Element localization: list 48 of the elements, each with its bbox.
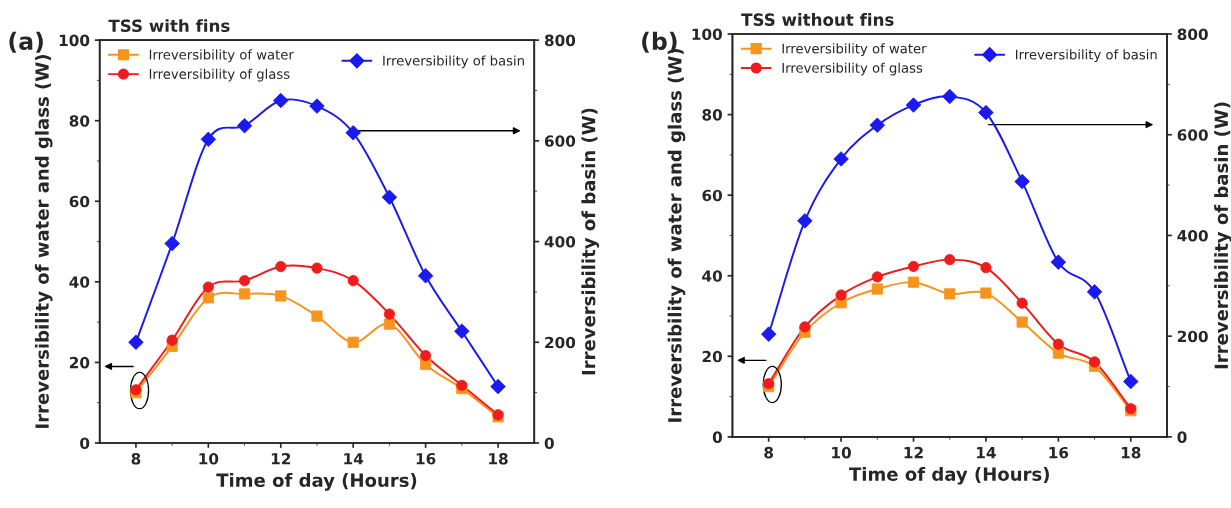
legend-label: Irreversibility of water [149,49,294,63]
x-tick-label: 18 [1121,446,1141,459]
y-tick-label: 0 [712,431,722,443]
y-tick-label: 0 [80,437,90,449]
x-tick-label: 12 [904,446,923,459]
legend-label: Irreversibility of glass [149,68,290,82]
y-tick-label: 60 [69,195,90,208]
y2-tick-label: 600 [1177,129,1208,141]
legend-label: Irreversibility of water [782,43,927,57]
x-tick-label: 14 [977,447,996,459]
y2-tick-label: 0 [544,437,554,449]
legend-label: Irreversibility of glass [782,62,923,76]
y-tick-label: 40 [702,270,722,282]
chart-title: TSS without fins [741,13,894,26]
x-tick-label: 8 [764,446,774,459]
y2-tick-label: 200 [545,336,576,349]
chart-title: TSS with fins [108,19,230,33]
x-tick-label: 14 [344,453,364,465]
y-tick-label: 60 [702,189,722,202]
text: (a) [9,31,43,53]
x-tick-label: 16 [1049,446,1069,459]
y-tick-label: 100 [59,34,90,47]
y-tick-label: 40 [69,276,90,288]
y2-tick-label: 600 [544,135,576,147]
x-tick-label: 10 [199,452,219,465]
x-tick-label: 16 [416,452,436,465]
y2-tick-label: 800 [544,34,576,47]
y-tick-label: 100 [692,28,722,41]
y2-tick-label: 400 [1177,229,1208,242]
x-axis-title: Time of day (Hours) [216,473,417,491]
y2-axis-title: Irreversibility of basin (W) [1214,102,1231,369]
y2-tick-label: 200 [1177,330,1208,343]
x-tick-label: 12 [271,452,291,465]
x-tick-label: 8 [131,452,141,465]
legend-label: Irreversibility of basin [1016,49,1157,63]
y-axis-title: Irreversibility of water and glass (W) [34,55,53,428]
x-axis-title: Time of day (Hours) [849,466,1049,485]
y-tick-label: 20 [69,356,90,369]
y-tick-label: 20 [702,350,722,363]
y-tick-label: 80 [702,109,722,121]
x-tick-label: 10 [832,446,851,459]
x-tick-label: 18 [489,452,508,465]
y2-tick-label: 400 [544,236,576,248]
legend-label: Irreversibility of basin [383,55,524,69]
y2-tick-label: 0 [1177,431,1187,443]
y2-tick-label: 800 [1177,28,1208,41]
y-tick-label: 80 [69,115,90,127]
y2-axis-title: Irreversibility of basin (W) [581,108,600,375]
